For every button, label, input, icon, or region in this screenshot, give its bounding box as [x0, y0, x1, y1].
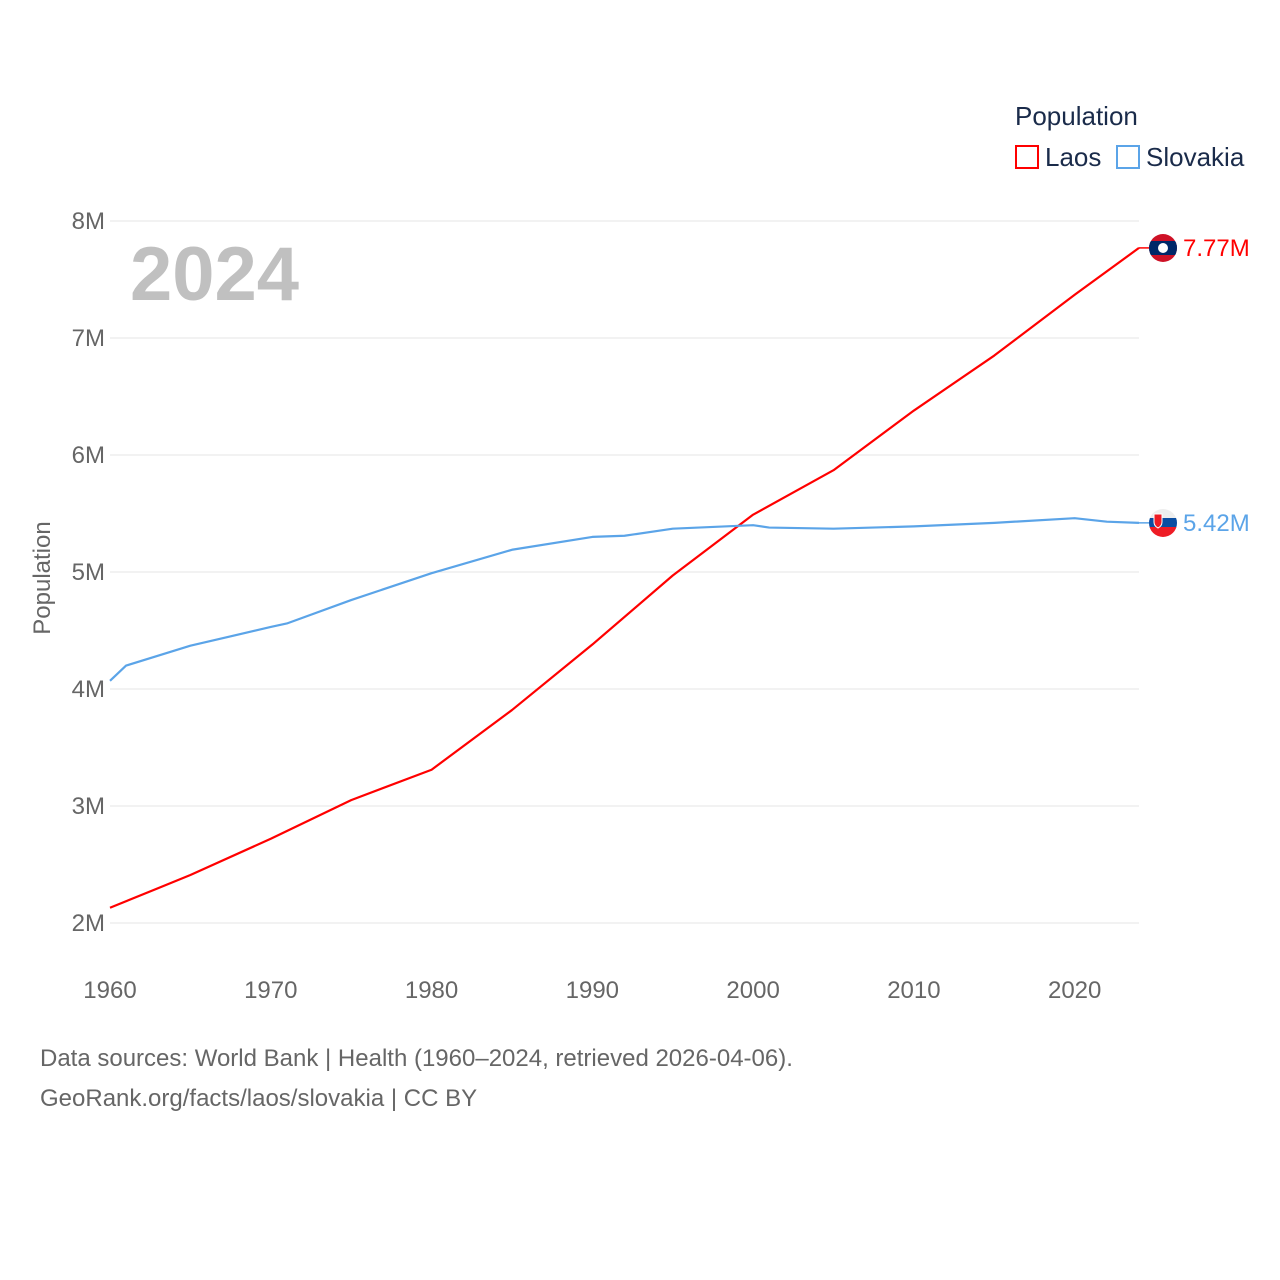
- footer-sources: Data sources: World Bank | Health (1960–…: [40, 1045, 793, 1072]
- end-value-label-laos: 7.77M: [1183, 235, 1250, 262]
- line-chart: 2M 3M 4M 5M 6M 7M 8M 1960 1970 1980 1990 2000 2010 20…: [29, 101, 1250, 1004]
- x-tick-label: 1980: [405, 977, 458, 1004]
- series-line-slovakia: [109, 517, 1140, 682]
- y-tick-label: 4M: [72, 676, 105, 703]
- legend-swatch-slovakia[interactable]: [1116, 145, 1140, 169]
- legend-label-slovakia[interactable]: Slovakia: [1146, 142, 1245, 172]
- legend-label-laos[interactable]: Laos: [1045, 142, 1101, 172]
- legend-swatch-laos[interactable]: [1015, 145, 1039, 169]
- year-label: 2024: [130, 232, 299, 317]
- end-value-label-slovakia: 5.42M: [1183, 510, 1250, 537]
- slovakia-flag-icon: [1149, 509, 1177, 537]
- laos-flag-icon: [1149, 234, 1177, 262]
- legend-title: Population: [1015, 101, 1138, 131]
- x-tick-label: 2010: [887, 977, 940, 1004]
- legend: Population Laos Slovakia: [1015, 101, 1245, 172]
- y-tick-label: 6M: [72, 442, 105, 469]
- x-tick-label: 1960: [83, 977, 136, 1004]
- x-tick-label: 2000: [726, 977, 779, 1004]
- x-tick-label: 2020: [1048, 977, 1101, 1004]
- y-tick-label: 8M: [72, 208, 105, 235]
- footer-link[interactable]: GeoRank.org/facts/laos/slovakia | CC BY: [40, 1085, 478, 1112]
- y-tick-label: 5M: [72, 559, 105, 586]
- x-tick-label: 1970: [244, 977, 297, 1004]
- series-line-laos: [109, 247, 1140, 909]
- y-axis-label: Population: [29, 521, 56, 634]
- y-tick-label: 7M: [72, 325, 105, 352]
- y-tick-label: 2M: [72, 910, 105, 937]
- x-tick-label: 1990: [566, 977, 619, 1004]
- y-tick-label: 3M: [72, 793, 105, 820]
